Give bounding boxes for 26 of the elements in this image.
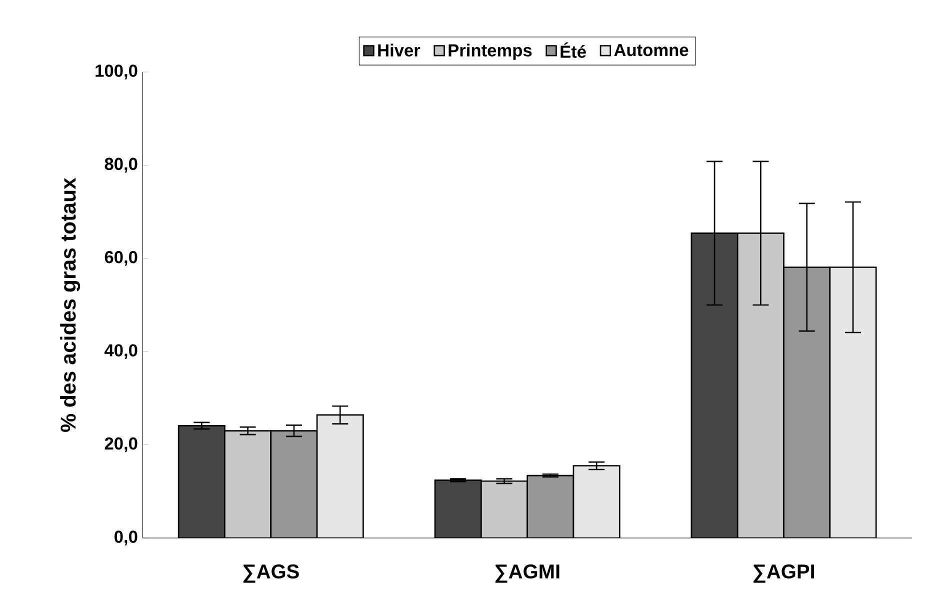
legend-label: Automne [614, 44, 688, 56]
x-tick-label: ∑AGMI [495, 564, 560, 583]
bar [434, 480, 482, 538]
bar [480, 480, 528, 538]
bar [224, 430, 272, 538]
legend-label: Printemps [448, 44, 532, 60]
legend-label: Été [560, 42, 586, 58]
bar [526, 474, 574, 538]
bar [316, 414, 364, 538]
bar [178, 425, 226, 538]
bar [270, 430, 318, 538]
y-tick-label: 80,0 [104, 158, 138, 173]
x-tick-label: ∑AGS [243, 564, 299, 583]
y-tick-label: 0,0 [114, 530, 138, 546]
y-tick-label: 20,0 [104, 437, 138, 452]
legend-label: Hiver [378, 44, 420, 56]
y-tick-label: 100,0 [96, 64, 138, 80]
y-tick-label: 40,0 [104, 344, 138, 359]
bar [690, 232, 738, 538]
bar [736, 232, 784, 538]
bar [829, 266, 877, 538]
x-tick-label: ∑AGPI [754, 564, 814, 583]
y-tick-label: 60,0 [104, 250, 138, 266]
bar [783, 266, 831, 538]
bar [572, 465, 620, 538]
y-axis-title: % des acides gras totaux [60, 178, 80, 432]
